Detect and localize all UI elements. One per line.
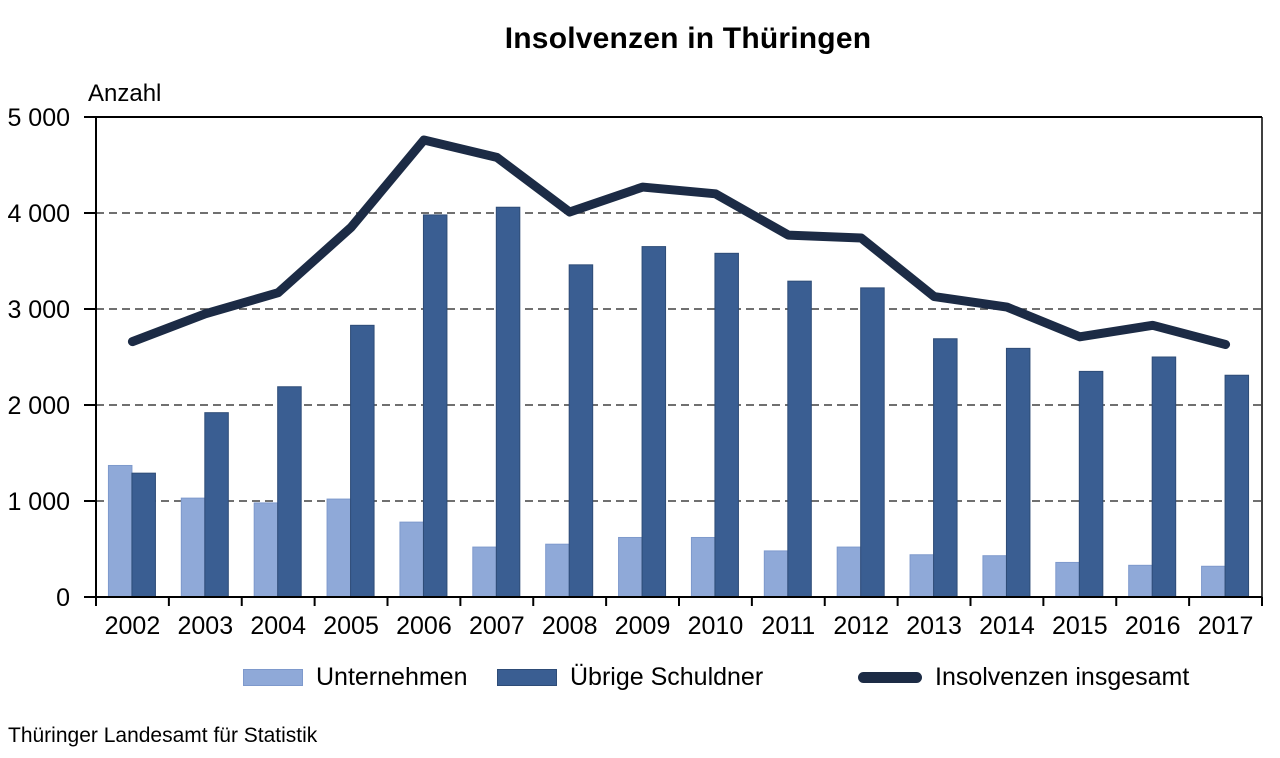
bar-unternehmen-2014 (982, 555, 1007, 598)
y-tick-label: 0 (56, 584, 70, 612)
bar-unternehmen-2011 (763, 550, 789, 598)
x-axis-label-2011: 2011 (761, 612, 815, 640)
bar-uebrige-schuldner-2003 (204, 412, 229, 598)
source-attribution: Thüringer Landesamt für Statistik (8, 724, 318, 747)
bar-unternehmen-2007 (472, 546, 497, 598)
bar-uebrige-schuldner-2005 (350, 324, 375, 598)
x-axis-label-2015: 2015 (1052, 612, 1108, 640)
x-axis-label-2006: 2006 (396, 612, 452, 640)
bar-uebrige-schuldner-2002 (131, 472, 156, 598)
x-axis-label-2017: 2017 (1198, 612, 1254, 640)
bar-uebrige-schuldner-2012 (860, 287, 885, 598)
bar-unternehmen-2016 (1128, 564, 1153, 598)
bar-unternehmen-2010 (690, 536, 716, 598)
legend-label-uebrige-schuldner: Übrige Schuldner (570, 662, 764, 691)
x-axis-label-2002: 2002 (105, 612, 161, 640)
y-tick-label: 2 000 (7, 392, 70, 420)
bar-uebrige-schuldner-2009 (641, 246, 667, 598)
legend-swatch-insolvenzen-insgesamt (858, 671, 922, 683)
bar-uebrige-schuldner-2010 (714, 252, 739, 598)
x-axis-label-2003: 2003 (178, 612, 234, 640)
x-axis-label-2013: 2013 (906, 612, 962, 640)
bar-uebrige-schuldner-2013 (933, 338, 958, 598)
bar-unternehmen-2003 (180, 497, 206, 598)
bar-uebrige-schuldner-2008 (568, 264, 594, 598)
bar-uebrige-schuldner-2016 (1151, 356, 1177, 598)
x-axis-label-2010: 2010 (688, 612, 744, 640)
bar-uebrige-schuldner-2017 (1224, 374, 1250, 598)
bar-uebrige-schuldner-2015 (1078, 370, 1104, 598)
x-axis-label-2009: 2009 (615, 612, 671, 640)
x-axis-label-2014: 2014 (979, 612, 1035, 640)
x-axis-label-2005: 2005 (323, 612, 379, 640)
y-tick-label: 3 000 (7, 296, 70, 324)
legend-label-insolvenzen-insgesamt: Insolvenzen insgesamt (935, 662, 1190, 691)
bar-uebrige-schuldner-2007 (495, 206, 521, 598)
legend-label-unternehmen: Unternehmen (316, 662, 468, 691)
bar-unternehmen-2012 (836, 546, 862, 598)
line-insolvenzen-insgesamt (127, 135, 1231, 350)
bar-unternehmen-2015 (1055, 561, 1080, 598)
bar-unternehmen-2006 (399, 521, 424, 598)
legend-swatch-unternehmen (243, 668, 303, 686)
x-axis-label-2012: 2012 (833, 612, 889, 640)
bar-uebrige-schuldner-2006 (422, 214, 448, 598)
chart-title: Insolvenzen in Thüringen (504, 22, 872, 55)
legend-item-insolvenzen-insgesamt: Insolvenzen insgesamt (858, 662, 1189, 692)
legend-item-unternehmen: Unternehmen (243, 662, 467, 692)
bar-unternehmen-2013 (909, 554, 935, 598)
bar-uebrige-schuldner-2004 (277, 386, 302, 598)
y-tick-label: 4 000 (7, 200, 70, 228)
bar-unternehmen-2004 (253, 502, 279, 598)
bar-unternehmen-2008 (545, 543, 570, 598)
bar-unternehmen-2017 (1201, 565, 1226, 598)
x-axis-label-2004: 2004 (250, 612, 306, 640)
legend-item-uebrige-schuldner: Übrige Schuldner (497, 662, 763, 692)
y-axis-title: Anzahl (88, 80, 162, 107)
legend-swatch-uebrige-schuldner (497, 668, 557, 686)
bar-unternehmen-2009 (618, 536, 643, 598)
y-tick-label: 1 000 (7, 488, 70, 516)
x-axis-label-2007: 2007 (469, 612, 525, 640)
bar-uebrige-schuldner-2014 (1005, 347, 1031, 598)
bar-uebrige-schuldner-2011 (787, 280, 812, 598)
y-tick-label: 5 000 (7, 104, 70, 132)
bar-unternehmen-2002 (107, 464, 133, 598)
x-axis-label-2008: 2008 (542, 612, 598, 640)
bar-unternehmen-2005 (326, 498, 352, 598)
x-axis-label-2016: 2016 (1125, 612, 1181, 640)
